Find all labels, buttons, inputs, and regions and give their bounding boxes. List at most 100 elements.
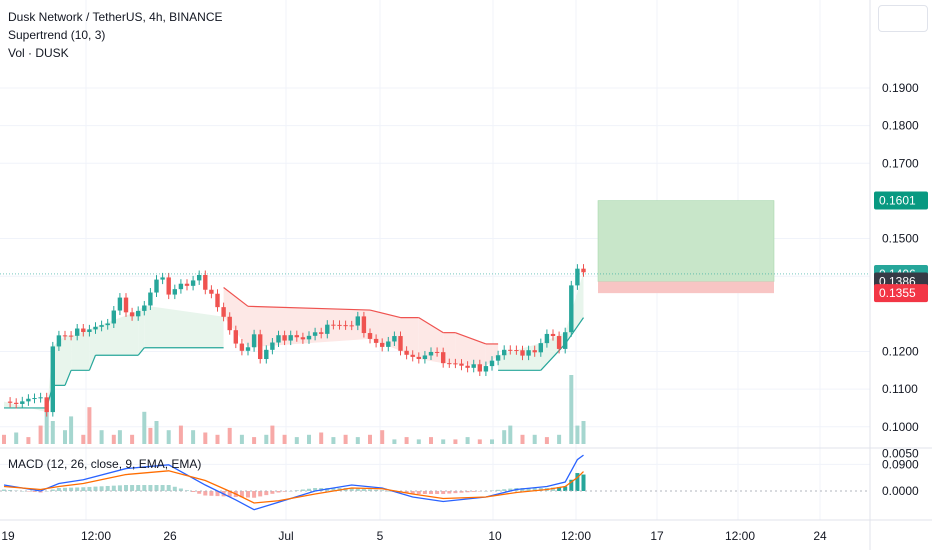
candle-body	[306, 335, 312, 340]
macd-histogram-bar	[148, 485, 153, 491]
macd-histogram-bar	[270, 491, 275, 494]
candle-body	[111, 310, 116, 324]
candle-body	[367, 333, 373, 339]
candle-body	[300, 337, 306, 340]
candle-body	[264, 349, 269, 360]
indicator-legend[interactable]: Supertrend (10, 3)	[8, 28, 106, 42]
volume-bar	[2, 434, 6, 444]
candle-body	[544, 333, 550, 344]
price-scale-button[interactable]	[878, 5, 928, 32]
macd-histogram-bar	[471, 491, 476, 492]
supertrend-fill	[138, 305, 145, 356]
macd-histogram-bar	[75, 487, 80, 491]
candle-body	[117, 297, 123, 311]
price-tick-label: 0.1700	[882, 156, 919, 170]
volume-bar	[544, 437, 549, 444]
volume-bar	[264, 434, 269, 444]
volume-bar	[38, 425, 43, 444]
price-tick-label: 0.1200	[882, 344, 919, 358]
candle-body	[294, 335, 299, 338]
macd-legend[interactable]: MACD (12, 26, close, 9, EMA, EMA)	[8, 457, 202, 471]
macd-histogram-bar	[502, 489, 507, 491]
candle-body	[154, 279, 159, 293]
candle-body	[550, 333, 556, 337]
volume-bar	[520, 434, 525, 444]
macd-histogram-bar	[459, 491, 464, 493]
candle-body	[312, 332, 318, 336]
price-tick-label: 0.0900	[882, 457, 919, 471]
volume-bar	[490, 439, 494, 444]
candle-body	[50, 346, 55, 413]
macd-histogram-bar	[422, 491, 427, 494]
macd-histogram-bar	[368, 489, 372, 491]
macd-histogram-bar	[435, 491, 440, 494]
candle-body	[62, 335, 68, 337]
time-tick-label: 12:00	[561, 529, 591, 543]
candle-body	[32, 398, 37, 400]
volume-bar	[429, 437, 433, 444]
candle-body	[44, 397, 49, 413]
macd-histogram-bar	[215, 491, 220, 497]
volume-bar	[111, 434, 116, 444]
time-tick-label: 10	[488, 529, 502, 543]
volume-bar	[239, 434, 244, 444]
macd-histogram-bar	[569, 479, 574, 491]
chart-title: Dusk Network / TetherUS, 4h, BINANCE	[8, 10, 223, 24]
volume-bar	[142, 411, 147, 444]
candle-body	[136, 310, 141, 317]
candle-body	[495, 355, 501, 361]
macd-histogram-bar	[136, 485, 141, 491]
macd-histogram-bar	[264, 491, 269, 496]
macd-histogram-bar	[56, 488, 61, 491]
volume-legend[interactable]: Vol · DUSK	[8, 46, 69, 60]
candle-body	[75, 328, 80, 336]
candle-body	[129, 312, 135, 317]
candle-body	[276, 335, 281, 343]
candle-body	[556, 336, 562, 349]
macd-histogram-bar	[239, 491, 244, 498]
volume-bar	[227, 427, 232, 444]
volume-bar	[50, 421, 55, 444]
candle-body	[355, 316, 360, 326]
candle-body	[453, 363, 458, 365]
macd-tick-label: 0.0050	[882, 447, 919, 461]
macd-histogram-bar	[227, 491, 232, 497]
volume-bar	[557, 434, 562, 444]
supertrend-fill	[4, 401, 47, 413]
macd-histogram-bar	[380, 490, 385, 491]
macd-histogram-bar	[477, 491, 482, 492]
time-tick-label: 26	[163, 529, 177, 543]
macd-histogram-bar	[191, 491, 196, 492]
time-tick-label: 24	[813, 529, 827, 543]
signal-line	[3, 470, 584, 504]
candle-body	[148, 292, 153, 306]
candle-body	[105, 323, 110, 326]
take-profit-zone	[597, 200, 775, 282]
candle-body	[233, 330, 238, 344]
volume-bar	[154, 421, 159, 444]
volume-bar	[343, 434, 348, 444]
candle-body	[441, 352, 446, 364]
volume-bar	[191, 430, 196, 444]
macd-histogram-bar	[258, 491, 263, 497]
candle-body	[514, 350, 519, 352]
price-tick-label: 0.1800	[882, 119, 919, 133]
macd-histogram-bar	[386, 491, 391, 492]
macd-histogram-bar	[532, 488, 537, 491]
candle-body	[282, 335, 287, 341]
volume-bar	[477, 439, 482, 444]
volume-bar	[441, 439, 446, 444]
volume-bar	[368, 434, 372, 444]
candle-body	[526, 350, 531, 356]
time-tick-label: 12:00	[725, 529, 755, 543]
macd-histogram-bar	[209, 491, 214, 496]
candle-body	[123, 297, 129, 313]
candle-body	[227, 316, 232, 331]
supertrend-fill	[71, 329, 90, 371]
candle-body	[56, 335, 62, 347]
volume-bar	[69, 416, 74, 444]
time-tick-label: 12:00	[81, 529, 111, 543]
macd-histogram-bar	[361, 488, 366, 491]
